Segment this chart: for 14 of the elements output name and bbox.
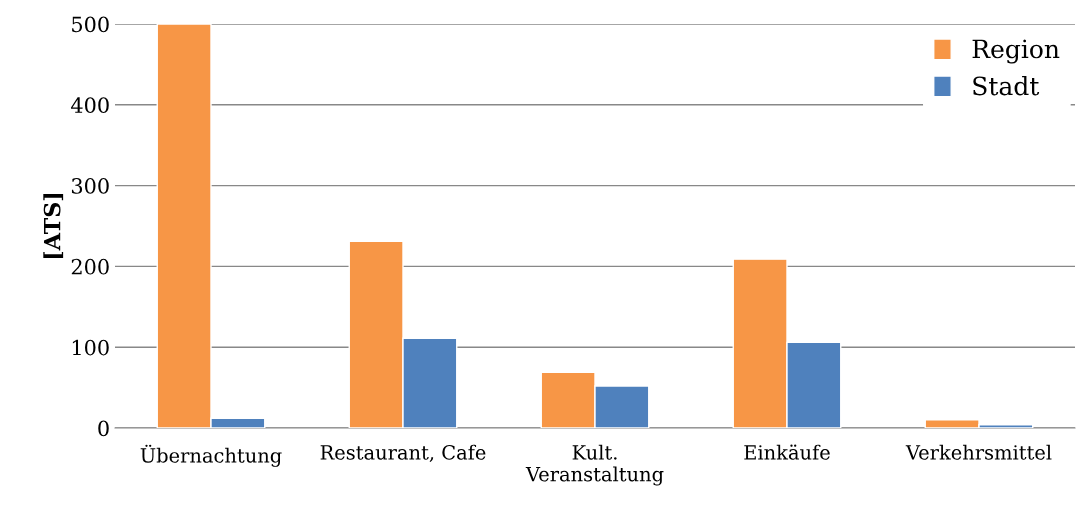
y-tick-label: 500 — [72, 16, 109, 33]
y-tick-label: 400 — [71, 97, 109, 114]
x-tick-label: Kult. Veranstaltung — [525, 444, 664, 486]
y-tick-label: 200 — [71, 258, 109, 275]
y-tick-label: 100 — [72, 339, 109, 356]
x-tick-label: Einkäufe — [744, 444, 830, 460]
x-tick-label: Übernachtung — [140, 444, 282, 467]
y-tick-label: 0 — [98, 420, 109, 437]
legend-label: Region — [972, 39, 1060, 64]
y-tick-label: 300 — [71, 178, 109, 194]
x-tick-label: Verkehrsmittel — [905, 444, 1052, 460]
x-tick-label: Restaurant, Cafe — [320, 444, 486, 463]
y-axis-title: [ATS] — [43, 193, 64, 259]
legend-label: Stadt — [973, 76, 1040, 96]
